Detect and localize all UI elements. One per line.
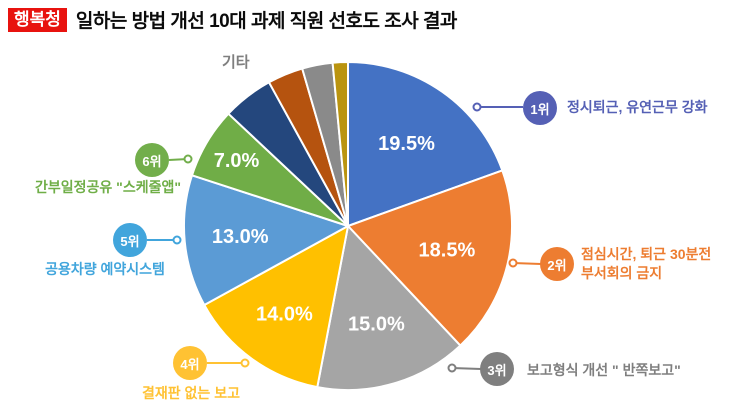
pie-slice-3위[interactable] bbox=[316, 225, 462, 392]
callout-label-6: 간부일정공유 "스케줄앱" bbox=[35, 179, 181, 195]
pct-label-4위: 14.0% bbox=[256, 304, 313, 326]
rank-badge-4: 4위 bbox=[173, 346, 207, 380]
rank-badge-2: 2위 bbox=[540, 247, 574, 281]
pct-label-3위: 15.0% bbox=[348, 314, 405, 336]
callout-dot-5위 bbox=[172, 235, 182, 245]
page-title: 일하는 방법 개선 10대 과제 직원 선호도 조사 결과 bbox=[75, 11, 458, 32]
callout-label-1: 정시퇴근, 유연근무 강화 bbox=[567, 99, 708, 115]
pie-slice-5위[interactable] bbox=[182, 174, 349, 306]
pct-label-5위: 13.0% bbox=[212, 226, 269, 248]
callout-label-4: 결재판 없는 보고 bbox=[142, 385, 240, 401]
callout-line-2위 bbox=[512, 262, 542, 265]
pie-slice-4위[interactable] bbox=[203, 225, 349, 389]
pie-slice-etc-9[interactable] bbox=[331, 60, 349, 227]
rank-badge-5: 5위 bbox=[113, 223, 147, 257]
callout-line-3위 bbox=[451, 367, 482, 370]
pct-label-6위: 7.0% bbox=[214, 150, 260, 172]
rank-badge-3: 3위 bbox=[480, 352, 514, 386]
callout-dot-1위 bbox=[472, 102, 482, 112]
callout-label-2: 점심시간, 퇴근 30분전 부서회의 금지 bbox=[581, 246, 712, 281]
brand-badge: 행복청 bbox=[8, 7, 67, 32]
rank-badge-1: 1위 bbox=[523, 91, 557, 125]
callout-dot-2위 bbox=[508, 258, 518, 268]
callout-dot-3위 bbox=[447, 363, 457, 373]
pct-label-2위: 18.5% bbox=[419, 240, 476, 262]
pie-slice-1위[interactable] bbox=[347, 61, 504, 227]
etc-group-label: 기타 bbox=[222, 54, 250, 71]
callout-dot-4위 bbox=[240, 358, 250, 368]
rank-badge-6: 6위 bbox=[135, 143, 169, 177]
callout-label-3: 보고형식 개선 " 반쪽보고" bbox=[527, 362, 681, 378]
pct-label-1위: 19.5% bbox=[378, 133, 435, 155]
header: 행복청 일하는 방법 개선 10대 과제 직원 선호도 조사 결과 bbox=[8, 6, 457, 33]
callout-dot-6위 bbox=[183, 154, 193, 164]
callout-label-5: 공용차량 예약시스템 bbox=[45, 261, 165, 277]
pie-slice-2위[interactable] bbox=[347, 169, 513, 347]
